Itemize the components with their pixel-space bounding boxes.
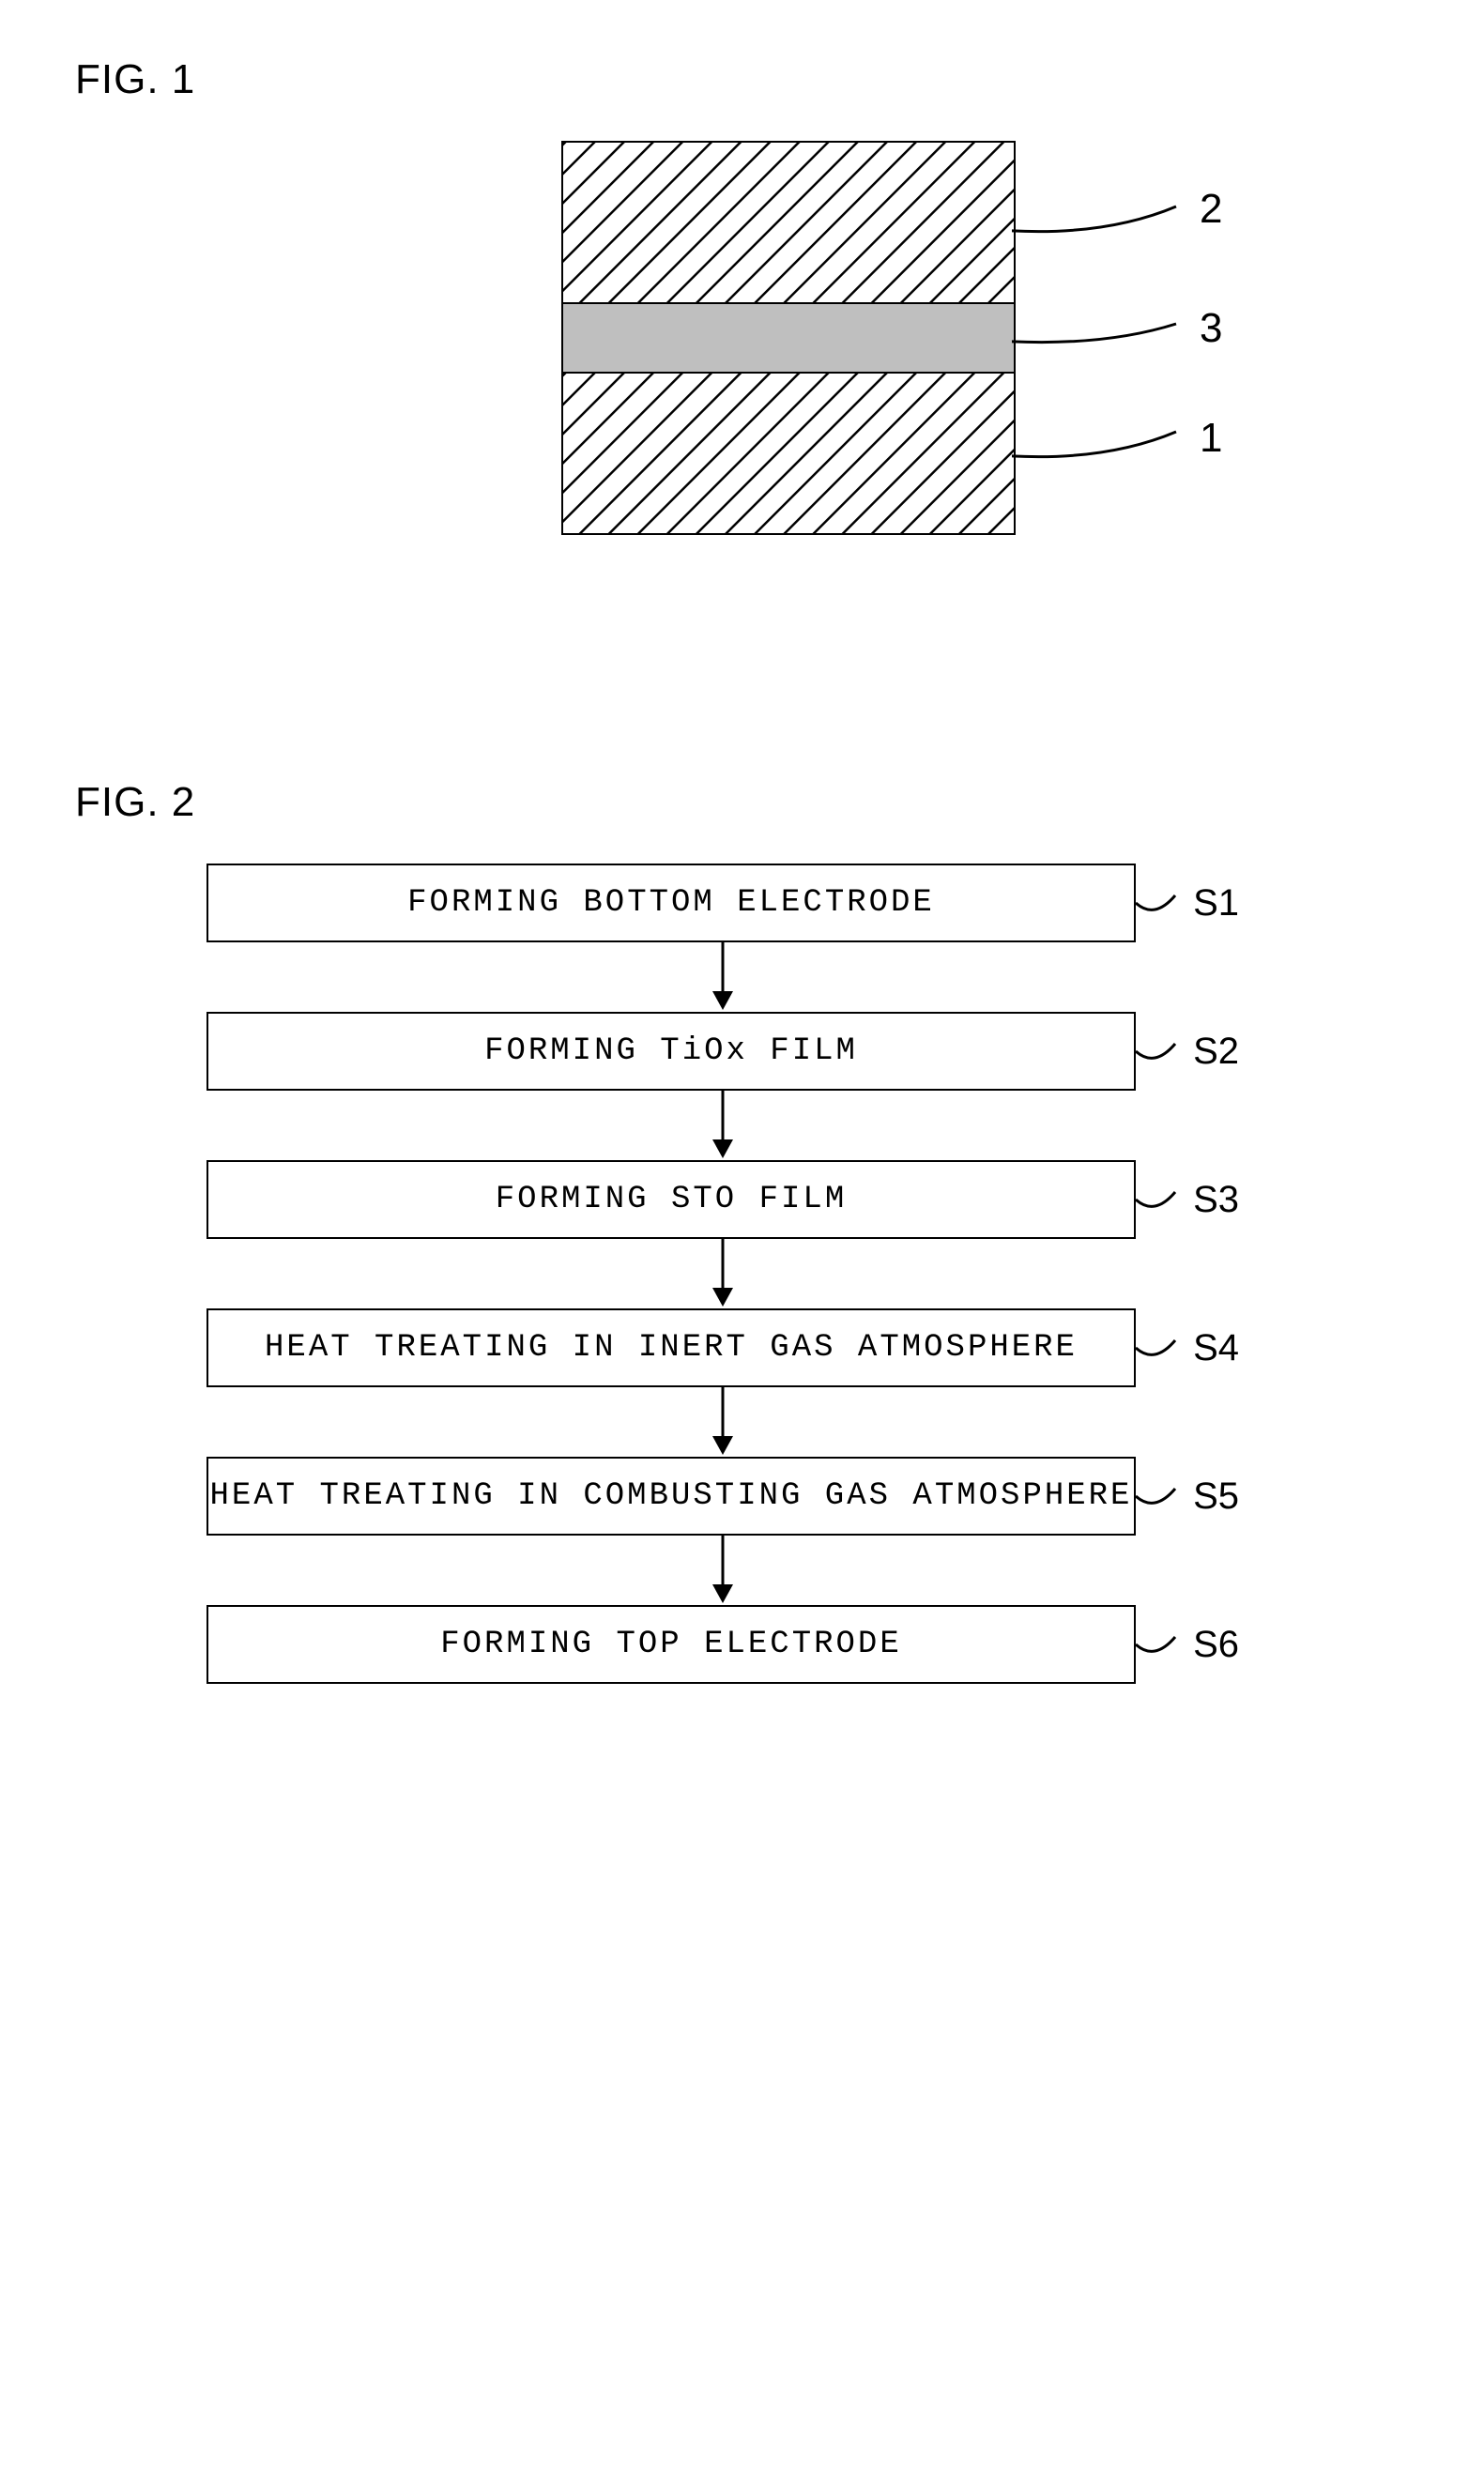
hatch-pattern-top (563, 143, 1014, 302)
layer-label-2: 2 (1200, 186, 1222, 233)
step-tag-text: S4 (1193, 1327, 1239, 1369)
step-tag-text: S3 (1193, 1179, 1239, 1221)
step-tag-s3: S3 (1136, 1160, 1239, 1239)
layer-top (563, 143, 1014, 302)
flow-arrow (258, 1387, 1187, 1457)
step-row: FORMING TOP ELECTRODE S6 (207, 1605, 1239, 1684)
flow-arrow (258, 1239, 1187, 1308)
step-box-s5: HEAT TREATING IN COMBUSTING GAS ATMOSPHE… (207, 1457, 1136, 1536)
flow-arrow (258, 1536, 1187, 1605)
flow-arrow (258, 942, 1187, 1012)
step-tag-text: S1 (1193, 882, 1239, 925)
fig2-title: FIG. 2 (75, 779, 1408, 826)
layer-label-1: 1 (1200, 415, 1222, 462)
step-tag-s4: S4 (1136, 1308, 1239, 1387)
step-tag-s6: S6 (1136, 1605, 1239, 1684)
step-row: HEAT TREATING IN INERT GAS ATMOSPHERE S4 (207, 1308, 1239, 1387)
step-box-s4: HEAT TREATING IN INERT GAS ATMOSPHERE (207, 1308, 1136, 1387)
step-tag-s5: S5 (1136, 1457, 1239, 1536)
layer-stack (561, 141, 1016, 535)
step-row: FORMING TiOx FILM S2 (207, 1012, 1239, 1091)
step-tag-s1: S1 (1136, 864, 1239, 942)
step-box-s2: FORMING TiOx FILM (207, 1012, 1136, 1091)
fig2-area: FORMING BOTTOM ELECTRODE S1 FORMING TiOx… (75, 864, 1408, 1684)
fig1-title: FIG. 1 (75, 56, 1408, 103)
step-tag-text: S6 (1193, 1624, 1239, 1666)
flowchart: FORMING BOTTOM ELECTRODE S1 FORMING TiOx… (207, 864, 1239, 1684)
step-tag-text: S2 (1193, 1031, 1239, 1073)
step-box-s6: FORMING TOP ELECTRODE (207, 1605, 1136, 1684)
step-tag-s2: S2 (1136, 1012, 1239, 1091)
layer-bottom (563, 374, 1014, 533)
flow-arrow (258, 1091, 1187, 1160)
step-box-s3: FORMING STO FILM (207, 1160, 1136, 1239)
page: FIG. 1 (75, 56, 1408, 1684)
step-tag-text: S5 (1193, 1475, 1239, 1518)
step-row: FORMING BOTTOM ELECTRODE S1 (207, 864, 1239, 942)
step-row: FORMING STO FILM S3 (207, 1160, 1239, 1239)
layer-label-3: 3 (1200, 305, 1222, 352)
fig1-area: 2 3 1 (75, 141, 1408, 535)
hatch-pattern-bottom (563, 374, 1014, 533)
layer-mid (563, 302, 1014, 374)
step-box-s1: FORMING BOTTOM ELECTRODE (207, 864, 1136, 942)
fig1-stack-wrap: 2 3 1 (561, 141, 1016, 535)
step-row: HEAT TREATING IN COMBUSTING GAS ATMOSPHE… (207, 1457, 1239, 1536)
